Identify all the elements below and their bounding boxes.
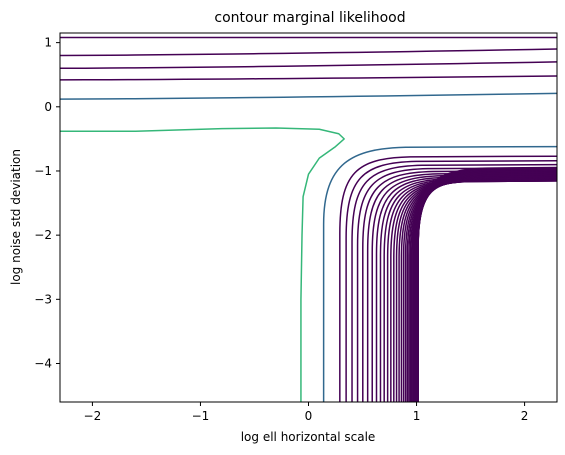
x-tick-label: 2: [521, 409, 529, 423]
x-tick-label: 0: [305, 409, 313, 423]
x-tick-label: 1: [413, 409, 421, 423]
x-tick-label: −2: [84, 409, 102, 423]
y-axis: 1 0 −1 −2 −3 −4: [34, 36, 60, 370]
contour-line-corner: [351, 163, 557, 402]
contour-line-corner: [362, 170, 557, 402]
y-tick-label: −2: [34, 228, 52, 242]
y-axis-label: log noise std deviation: [9, 149, 23, 285]
x-axis-label: log ell horizontal scale: [241, 430, 376, 444]
chart-title: contour marginal likelihood: [214, 10, 405, 26]
y-tick-label: −4: [34, 356, 52, 370]
plot-background: [60, 33, 557, 402]
contour-line-corner: [371, 174, 557, 402]
y-tick-label: 1: [44, 36, 52, 50]
y-tick-label: −3: [34, 292, 52, 306]
contour-line-top: [60, 61, 557, 70]
plot-area: [59, 32, 558, 403]
contour-line-corner: [322, 145, 557, 402]
contour-line-inner: [60, 127, 345, 402]
contour-line-corner: [356, 167, 557, 402]
contour-line-corner: [345, 160, 557, 402]
x-axis: −2 −1 0 1 2: [84, 402, 529, 423]
contour-line-top: [60, 92, 557, 100]
contour-line-top: [60, 75, 557, 81]
contour-line-top: [60, 48, 557, 57]
x-tick-label: −1: [192, 409, 210, 423]
contour-line-corner: [366, 172, 557, 402]
contour-line-corner: [375, 176, 557, 402]
contour-lines: [60, 36, 557, 402]
contour-line-corner: [339, 155, 557, 402]
y-tick-label: −1: [34, 164, 52, 178]
y-tick-label: 0: [44, 100, 52, 114]
contour-line-corner: [416, 166, 557, 402]
